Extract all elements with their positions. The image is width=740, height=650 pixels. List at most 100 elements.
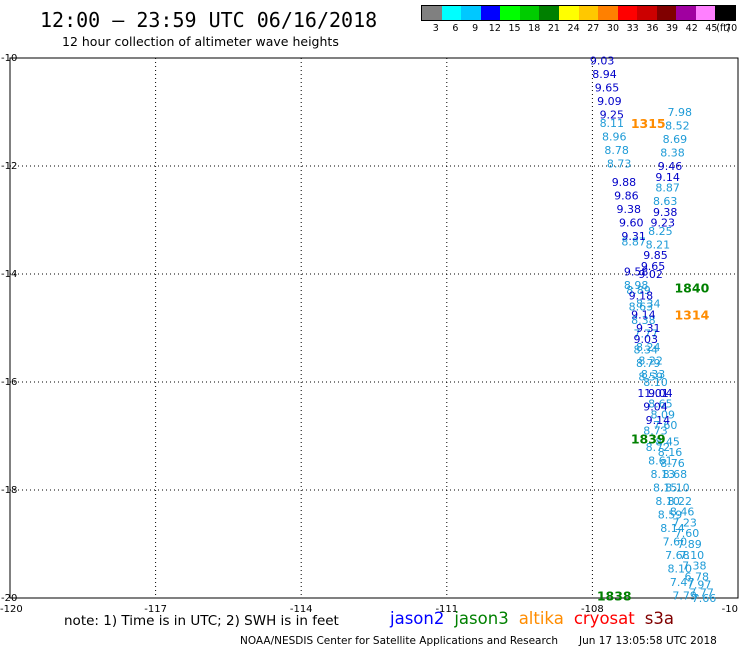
latitude-tick-label: -18 <box>1 485 17 496</box>
wave-height-value: 9.31 <box>636 322 661 335</box>
wave-height-value: 8.10 <box>655 495 680 508</box>
wave-height-value: 7.60 <box>653 419 678 432</box>
wave-height-value: 11.01 <box>637 387 669 400</box>
wave-height-value: 8.34 <box>634 344 659 357</box>
wave-height-value: 8.63 <box>629 300 654 313</box>
legend-label: 3 <box>432 23 439 34</box>
wave-height-value: 8.98 <box>624 279 649 292</box>
wave-height-value: 8.10 <box>643 376 668 389</box>
wave-height-value: 8.34 <box>636 298 661 311</box>
legend-label: 18 <box>528 23 541 34</box>
legend-labels: 3 6 9 12 15 18 21 24 27 30 33 36 39 42 45 70 (ft) <box>421 21 738 35</box>
wave-height-value: 9.09 <box>597 95 622 108</box>
satellite-jason2: jason2 <box>390 609 445 628</box>
legend-label: 42 <box>685 23 698 34</box>
wave-height-value: 8.38 <box>660 147 685 160</box>
legend-label: 27 <box>587 23 600 34</box>
latitude-tick-label: -10 <box>1 53 17 64</box>
wave-height-value: 9.86 <box>614 190 639 203</box>
legend-swatch <box>461 6 481 20</box>
wave-height-value: 8.15 <box>653 481 678 494</box>
wave-height-value: 9.02 <box>638 268 663 281</box>
wave-height-value: 8.78 <box>604 144 629 157</box>
pass-time-label: 1315 <box>631 116 666 131</box>
wave-height-value: 7.60 <box>675 527 700 540</box>
wave-height-color-legend: 3 6 9 12 15 18 21 24 27 30 33 36 39 42 45 70 (ft) <box>421 5 738 35</box>
pass-time-label: 1840 <box>674 281 709 296</box>
wave-height-value: 9.60 <box>619 217 644 230</box>
legend-label: 9 <box>472 23 479 34</box>
wave-height-value: 8.73 <box>643 425 668 438</box>
wave-height-value: 7.77 <box>634 327 659 340</box>
wave-height-value: 8.59 <box>638 371 663 384</box>
wave-height-value: 9.65 <box>595 82 620 95</box>
wave-height-value: 8.59 <box>658 508 683 521</box>
wave-height-value: 8.13 <box>651 468 676 481</box>
wave-height-value: 8.11 <box>600 117 625 130</box>
wave-height-value: 9.23 <box>651 217 676 230</box>
wave-height-value: 8.76 <box>660 457 685 470</box>
wave-height-value: 9.04 <box>643 400 668 413</box>
wave-height-value: 7.98 <box>668 106 693 119</box>
legend-label: 70 <box>725 23 738 34</box>
legend-label: 33 <box>626 23 639 34</box>
wave-height-value: 9.03 <box>634 333 659 346</box>
wave-height-value: 8.65 <box>648 398 673 411</box>
wave-height-value: 7.10 <box>680 549 705 562</box>
wave-height-value: 8.45 <box>655 435 680 448</box>
pass-time-label: 1314 <box>674 308 709 323</box>
wave-height-value: 6.78 <box>684 570 709 583</box>
wave-height-value: 8.10 <box>665 481 690 494</box>
wave-height-value: 9.14 <box>631 309 656 322</box>
legend-swatch <box>695 6 716 20</box>
wave-height-value: 9.14 <box>655 171 680 184</box>
wave-height-value: 7.89 <box>677 538 702 551</box>
wave-height-value: 8.79 <box>636 357 661 370</box>
legend-swatch <box>578 6 599 20</box>
wave-height-value: 8.24 <box>636 341 661 354</box>
legend-swatch <box>676 6 696 20</box>
wave-height-value: 8.21 <box>646 238 671 251</box>
legend-swatch <box>617 6 638 20</box>
legend-swatch <box>715 6 735 20</box>
satellite-jason3: jason3 <box>454 609 509 628</box>
wave-height-value: 8.46 <box>670 506 695 519</box>
wave-height-value: 9.18 <box>629 290 654 303</box>
wave-height-value: 7.66 <box>692 592 717 605</box>
legend-swatch <box>519 6 540 20</box>
wave-height-value: 8.72 <box>646 441 671 454</box>
map-frame <box>9 57 739 599</box>
pass-time-label: 1839 <box>631 432 666 447</box>
wave-height-value: 8.16 <box>658 446 683 459</box>
longitude-tick-label: -114 <box>290 604 313 615</box>
wave-height-value: 9.14 <box>646 414 671 427</box>
legend-label: 15 <box>508 23 521 34</box>
legend-label: 45 <box>705 23 718 34</box>
legend-label: 12 <box>488 23 501 34</box>
wave-height-value: 7.68 <box>665 549 690 562</box>
wave-height-value: 9.85 <box>643 249 668 262</box>
credit-line: NOAA/NESDIS Center for Satellite Applica… <box>240 635 558 647</box>
wave-height-value: 8.68 <box>663 468 688 481</box>
legend-label: 39 <box>665 23 679 34</box>
wave-height-value: 8.22 <box>638 354 663 367</box>
wave-height-value: 7.97 <box>687 579 712 592</box>
page-title: 12:00 – 23:59 UTC 06/16/2018 <box>40 8 378 32</box>
satellite-altika: altika <box>518 609 564 628</box>
wave-height-value: 9.38 <box>617 203 642 216</box>
wave-height-value: 8.96 <box>602 130 627 143</box>
wave-height-value: 8.73 <box>607 157 632 170</box>
wave-height-value: 8.22 <box>668 495 693 508</box>
wave-height-value: 8.25 <box>648 225 673 238</box>
wave-height-value: 8.87 <box>655 182 680 195</box>
latitude-tick-label: -16 <box>1 377 17 388</box>
legend-swatch <box>637 6 657 20</box>
satellite-s3a: s3a <box>644 609 674 628</box>
latitude-tick-label: -12 <box>1 161 17 172</box>
legend-swatch <box>539 6 559 20</box>
wave-height-value: 9.38 <box>653 206 678 219</box>
wave-height-value: 9.25 <box>600 109 625 122</box>
wave-height-value: 7.38 <box>682 560 707 573</box>
generation-timestamp: Jun 17 13:05:58 UTC 2018 <box>579 635 717 647</box>
